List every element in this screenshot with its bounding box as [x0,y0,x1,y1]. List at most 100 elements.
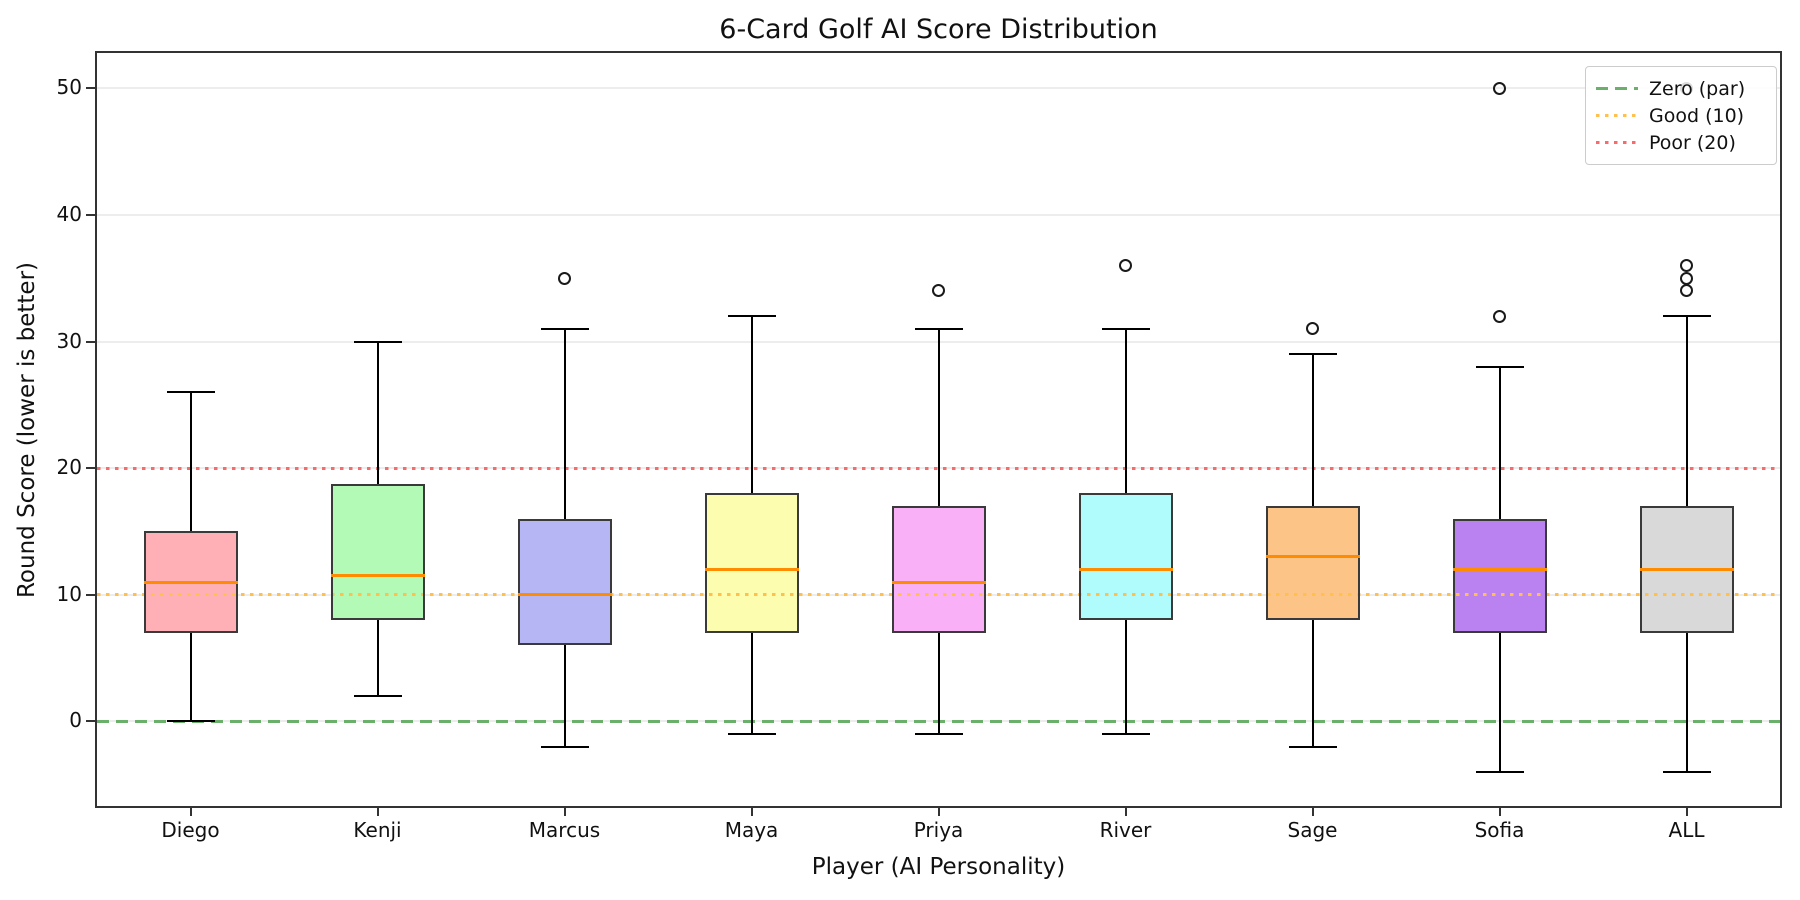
upper-whisker [937,328,940,507]
max-cap [1101,327,1150,330]
upper-whisker [750,316,753,494]
plot-area: Zero (par) Good (10) Poor (20) [95,51,1782,808]
reference-line-10 [97,593,1780,597]
y-tick-label: 40 [56,202,82,226]
x-tick-mark [1498,808,1501,816]
y-tick-label: 50 [56,75,82,100]
lower-whisker [1498,632,1501,772]
x-tick-mark [189,808,192,816]
upper-whisker [376,341,379,484]
min-cap [727,732,776,735]
max-cap [1662,315,1711,318]
median-line-Diego [143,580,238,584]
min-cap [1475,770,1524,773]
outlier-point [1493,309,1506,323]
y-tick-mark [86,340,95,343]
x-tick-mark [937,808,940,816]
y-axis-label: Round Score (lower is better) [14,261,40,599]
x-tick-label-Sage: Sage [1287,818,1338,842]
x-axis-label: Player (AI Personality) [811,854,1066,880]
min-cap [914,732,963,735]
x-tick-label-ALL: ALL [1668,818,1705,842]
legend-label: Poor (20) [1649,131,1736,154]
box-fill-Marcus [517,518,612,646]
x-tick-label-Diego: Diego [161,818,220,842]
y-gridline [97,214,1780,216]
median-line-Kenji [330,574,425,578]
box-mark-layer [97,53,1780,806]
median-line-River [1078,567,1173,571]
lower-whisker [1311,620,1314,747]
lower-whisker [563,645,566,747]
box-border-Kenji [330,483,425,620]
box-border-Sofia [1452,518,1547,633]
box-border-Marcus [517,518,612,646]
median-line-ALL [1639,567,1734,571]
x-tick-label-Priya: Priya [913,818,964,842]
y-tick-label: 30 [56,328,82,353]
y-tick-label: 10 [56,581,82,606]
outlier-point [1680,271,1693,285]
legend: Zero (par) Good (10) Poor (20) [1585,66,1777,165]
min-cap [540,745,589,748]
outlier-point [1680,259,1693,273]
x-tick-mark [1685,808,1688,816]
upper-whisker [1124,328,1127,494]
upper-whisker [1311,354,1314,507]
max-cap [1288,353,1337,356]
min-cap [353,694,402,697]
y-tick-mark [86,720,95,723]
lower-whisker [189,632,192,722]
chart-title: 6-Card Golf AI Score Distribution [719,14,1158,45]
x-tick-label-Marcus: Marcus [528,818,601,842]
legend-label: Good (10) [1649,104,1745,127]
min-cap [1662,770,1711,773]
lower-whisker [376,620,379,696]
legend-line-sample [1596,114,1638,117]
legend-line-sample [1596,141,1638,144]
outlier-point [1119,259,1132,273]
box-fill-Sofia [1452,518,1547,633]
upper-whisker [1685,316,1688,506]
y-tick-mark [86,593,95,596]
y-tick-mark [86,467,95,470]
y-tick-mark [86,87,95,90]
median-line-Marcus [517,593,612,597]
box-fill-layer [97,53,1780,806]
upper-whisker [563,328,566,519]
max-cap [166,391,215,394]
box-fill-Maya [704,493,799,633]
legend-label: Zero (par) [1649,77,1746,100]
x-tick-label-Sofia: Sofia [1474,818,1525,842]
median-line-Sofia [1452,567,1547,571]
min-cap [1101,732,1150,735]
max-cap [914,327,963,330]
y-gridline [97,87,1780,90]
box-fill-Priya [891,506,986,633]
legend-entry: Poor (20) [1596,129,1766,156]
upper-whisker [1498,366,1501,519]
box-border-Sage [1265,506,1360,620]
x-tick-mark [750,808,753,816]
box-border-Priya [891,506,986,633]
box-border-Maya [704,493,799,633]
legend-entry: Good (10) [1596,102,1766,129]
outlier-point [932,284,945,298]
median-line-Priya [891,580,986,584]
legend-line-sample [1596,87,1638,90]
x-tick-mark [376,808,379,816]
min-cap [1288,745,1337,748]
y-tick-label: 20 [56,455,82,480]
outlier-point [1493,81,1506,95]
box-fill-River [1078,493,1173,620]
x-tick-label-Kenji: Kenji [353,818,402,842]
x-tick-mark [1124,808,1127,816]
max-cap [1475,365,1524,368]
x-tick-mark [563,808,566,816]
max-cap [353,340,402,343]
x-tick-mark [1311,808,1314,816]
box-border-River [1078,493,1173,620]
lower-whisker [1124,620,1127,734]
y-tick-mark [86,214,95,216]
min-cap [166,720,215,723]
